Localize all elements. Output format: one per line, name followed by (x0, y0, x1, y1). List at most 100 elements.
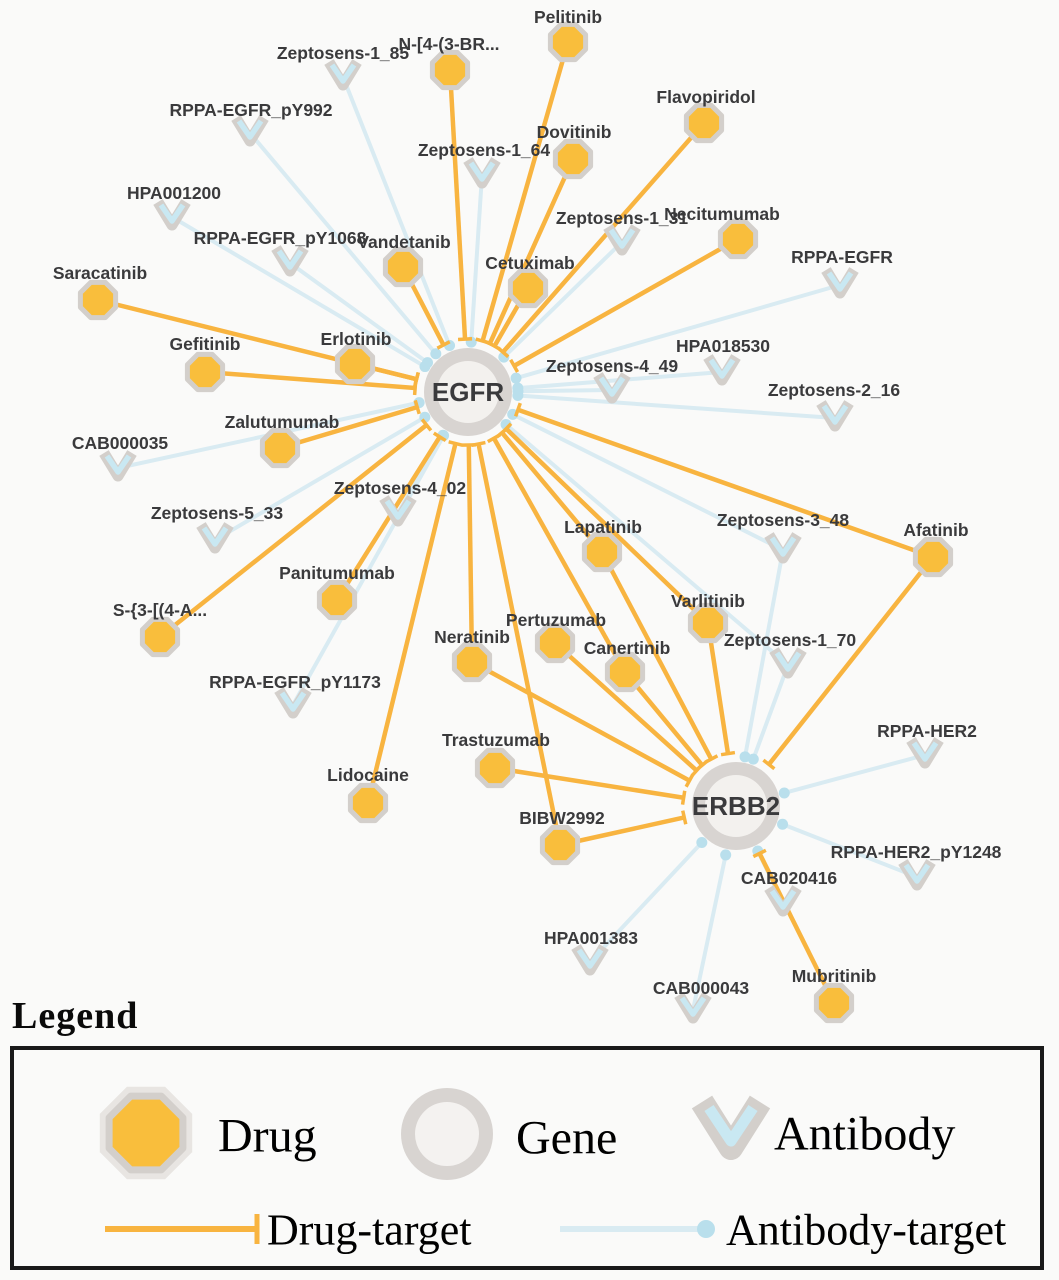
antibody-node-rppa-egfr[interactable] (821, 267, 859, 299)
antibody-node-hpa018530[interactable] (703, 354, 741, 386)
label-necitumumab: Necitumumab (664, 204, 780, 224)
edge-antibody-rppa-her2-erbb2 (783, 753, 926, 795)
antibody-node-zeptosens-5-33[interactable] (196, 522, 234, 554)
drug-node-gefitinib[interactable] (184, 351, 226, 393)
antibody-fill (279, 691, 307, 712)
drug-node-necitumumab[interactable] (717, 218, 759, 260)
edge-dot-rppa-egfr (510, 372, 522, 384)
drug-node-erlotinib[interactable] (334, 343, 376, 385)
antibody-node-rppa-egfr-py1173[interactable] (274, 687, 312, 719)
edge-drug-pelitinib-egfr (480, 41, 571, 342)
antibody-node-zeptosens-1-31[interactable] (603, 224, 641, 256)
label-zeptosens-4-02: Zeptosens-4_02 (334, 478, 467, 498)
antibody-node-rppa-her2-py1248[interactable] (898, 859, 936, 891)
edge-drug-n-4-3-br-egfr (447, 69, 468, 340)
label-rppa-her2: RPPA-HER2 (877, 721, 977, 741)
drug-node-zalutumumab[interactable] (259, 427, 301, 469)
antibody-node-hpa001383[interactable] (571, 944, 609, 976)
antibody-node-rppa-egfr-py992[interactable] (231, 115, 269, 147)
edge-antibody-rppa-egfr-py1068-egfr (288, 261, 429, 365)
drug-node-mubritinib[interactable] (813, 982, 855, 1024)
drug-node-pelitinib[interactable] (547, 21, 589, 63)
edge-antibody-rppa-egfr-py992-egfr (248, 131, 438, 356)
antibody-node-zeptosens-1-70[interactable] (769, 647, 807, 679)
antibody-node-zeptosens-2-16[interactable] (816, 400, 854, 432)
edge-antibody-cab000043-erbb2 (691, 854, 728, 1011)
gene-node-erbb2[interactable] (692, 762, 780, 850)
label-hpa018530: HPA018530 (676, 336, 770, 356)
antibody-node-zeptosens-1-85[interactable] (324, 59, 362, 91)
legend-drug-target-icon (105, 1214, 260, 1244)
label-gefitinib: Gefitinib (170, 334, 241, 354)
drug-node-varlitinib[interactable] (687, 602, 729, 644)
gene-inner (705, 775, 767, 837)
drug-node-pertuzumab[interactable] (534, 622, 576, 664)
edge-drug-neratinib-erbb2 (470, 660, 691, 783)
drug-node-canertinib[interactable] (604, 651, 646, 693)
antibody-node-zeptosens-4-02[interactable] (379, 495, 417, 527)
drug-node-bibw2992[interactable] (539, 824, 581, 866)
drug-node-dovitinib[interactable] (552, 138, 594, 180)
edge-tee-erlotinib (413, 372, 420, 387)
label-lapatinib: Lapatinib (564, 517, 642, 537)
antibody-node-zeptosens-3-48[interactable] (764, 532, 802, 564)
label-afatinib: Afatinib (903, 520, 968, 540)
antibody-fill (384, 499, 412, 520)
edge-antibody-rppa-her2-py1248-erbb2 (781, 822, 918, 879)
legend-gene-icon (401, 1088, 493, 1180)
label-bibw2992: BIBW2992 (519, 808, 605, 828)
label-vandetanib: Vandetanib (357, 232, 450, 252)
label-n-4-3-br: N-[4-(3-BR... (398, 34, 499, 54)
edge-antibody-zeptosens-4-49-egfr (517, 388, 613, 394)
antibody-fill (158, 203, 186, 224)
label-zeptosens-5-33: Zeptosens-5_33 (151, 503, 284, 523)
drug-node-lapatinib[interactable] (581, 531, 623, 573)
drug-node-afatinib[interactable] (912, 536, 954, 578)
drug-node-s-3-4-a[interactable] (139, 616, 181, 658)
edge-drug-lapatinib-erbb2 (600, 550, 714, 761)
drug-node-flavopiridol[interactable] (683, 102, 725, 144)
drug-node-vandetanib[interactable] (382, 246, 424, 288)
edge-tee-lidocaine (448, 440, 463, 447)
antibody-fill (236, 119, 264, 140)
edge-antibody-zeptosens-5-33-egfr (213, 415, 426, 542)
drug-node-trastuzumab[interactable] (474, 747, 516, 789)
antibody-node-cab000043[interactable] (674, 992, 712, 1024)
drug-node-n-4-3-br[interactable] (429, 49, 471, 91)
drug-node-lidocaine[interactable] (347, 782, 389, 824)
edge-drug-bibw2992-erbb2 (559, 815, 685, 848)
antibody-node-cab000035[interactable] (99, 450, 137, 482)
antibody-node-hpa001200[interactable] (153, 199, 191, 231)
edge-tee-cetuximab (487, 341, 502, 352)
edge-drug-necitumumab-egfr (513, 237, 740, 368)
antibody-node-rppa-egfr-py1068[interactable] (271, 245, 309, 277)
antibody-fill (679, 996, 707, 1017)
label-panitumumab: Panitumumab (279, 563, 395, 583)
edge-antibody-zeptosens-1-70-egfr (504, 422, 790, 667)
antibody-node-zeptosens-4-49[interactable] (593, 372, 631, 404)
edge-dot-hpa001383 (696, 837, 708, 849)
antibody-node-zeptosens-1-64[interactable] (463, 157, 501, 189)
gene-node-egfr[interactable] (424, 348, 512, 436)
edge-dot-cab000043 (720, 849, 732, 861)
edge-dot-zeptosens-3-48 (739, 751, 751, 763)
antibody-node-cab020416[interactable] (764, 885, 802, 917)
drug-node-saracatinib[interactable] (77, 279, 119, 321)
label-lidocaine: Lidocaine (327, 765, 409, 785)
label-pelitinib: Pelitinib (534, 7, 602, 27)
edge-tee-vandetanib (436, 340, 451, 350)
label-zeptosens-3-48: Zeptosens-3_48 (717, 510, 850, 530)
antibody-fill (276, 249, 304, 270)
legend-antibody-target-label: Antibody-target (726, 1205, 1007, 1255)
edge-antibody-hpa001200-egfr (170, 215, 426, 369)
legend-title: Legend (12, 995, 139, 1037)
drug-node-cetuximab[interactable] (507, 267, 549, 309)
antibody-node-rppa-her2[interactable] (906, 737, 944, 769)
drug-node-neratinib[interactable] (451, 641, 493, 683)
antibody-fill (104, 454, 132, 475)
antibody-fill (576, 948, 604, 969)
drug-node-panitumumab[interactable] (316, 579, 358, 621)
edge-dot-zeptosens-1-70 (747, 753, 759, 765)
label-rppa-egfr-py992: RPPA-EGFR_pY992 (169, 100, 332, 120)
